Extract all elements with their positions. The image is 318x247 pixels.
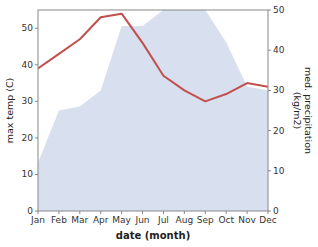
y-tick-label: 40 (22, 60, 34, 70)
y2-tick (268, 130, 271, 131)
x-tick (38, 211, 39, 214)
y-tick (35, 28, 38, 29)
y-tick (35, 137, 38, 138)
y2-tick (268, 90, 271, 91)
x-tick (100, 211, 101, 214)
x-tick-label: Feb (51, 215, 67, 225)
y2-tick (268, 50, 271, 51)
x-tick (142, 211, 143, 214)
x-tick-label: Sep (197, 215, 214, 225)
x-tick (226, 211, 227, 214)
y2-axis-label-line: (kg/m2) (292, 92, 303, 129)
x-axis-label: date (month) (116, 230, 190, 241)
x-tick-label: Jan (30, 215, 45, 225)
y-tick-label: 10 (22, 169, 34, 179)
y2-tick (268, 10, 271, 11)
y-axis-label: max temp (C) (4, 78, 15, 144)
y2-tick-label: 50 (273, 5, 285, 15)
x-tick-label: Nov (238, 215, 256, 225)
x-tick (163, 211, 164, 214)
x-tick-label: Jul (157, 215, 169, 225)
x-tick-label: Oct (218, 215, 234, 225)
x-tick (247, 211, 248, 214)
x-tick-label: Mar (71, 215, 88, 225)
temperature-line (38, 14, 268, 102)
x-tick-label: Dec (259, 215, 276, 225)
y-tick (35, 64, 38, 65)
y2-tick-label: 30 (273, 85, 285, 95)
plot-frame (38, 10, 268, 211)
y2-tick-label: 10 (273, 166, 285, 176)
y-tick-label: 30 (22, 96, 34, 106)
precipitation-area (38, 10, 268, 211)
x-tick (58, 211, 59, 214)
y-tick-label: 20 (22, 133, 34, 143)
x-tick (205, 211, 206, 214)
y2-axis-label-line: med. precipitation (303, 67, 314, 154)
y2-axis-label: med. precipitation(kg/m2) (292, 67, 314, 154)
y2-tick-label: 20 (273, 126, 285, 136)
y-tick (35, 174, 38, 175)
y-tick-label: 50 (22, 23, 34, 33)
x-tick-label: Jun (135, 215, 150, 225)
x-tick (121, 211, 122, 214)
y2-tick-label: 40 (273, 45, 285, 55)
y2-tick (268, 170, 271, 171)
y-tick (35, 101, 38, 102)
x-tick-label: May (112, 215, 131, 225)
x-tick (268, 211, 269, 214)
x-tick (79, 211, 80, 214)
chart: 0102030405001020304050JanFebMarAprMayJun… (0, 0, 318, 247)
x-tick-label: Aug (176, 215, 194, 225)
plot-area (38, 10, 268, 211)
x-tick (184, 211, 185, 214)
x-tick-label: Apr (93, 215, 109, 225)
